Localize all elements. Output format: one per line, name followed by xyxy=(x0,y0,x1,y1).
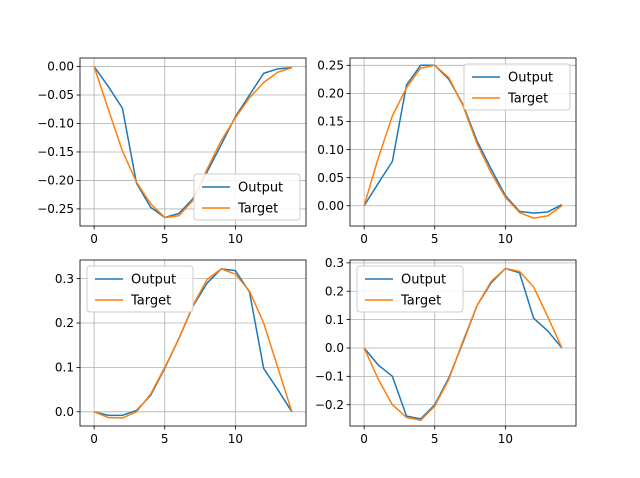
y-tick-label: −0.10 xyxy=(37,117,74,131)
y-tick-label: 0.20 xyxy=(317,87,344,101)
y-tick-label: 0.0 xyxy=(325,341,344,355)
x-tick-label: 10 xyxy=(228,232,243,246)
legend: Output Target xyxy=(356,265,464,313)
y-tick-label: 0.0 xyxy=(55,405,74,419)
y-tick-label: 0.3 xyxy=(55,272,74,286)
x-tick-label: 0 xyxy=(360,432,368,446)
legend: Output Target xyxy=(86,265,194,313)
x-tick-label: 10 xyxy=(228,432,243,446)
y-tick-label: 0.2 xyxy=(55,316,74,330)
series-line-target xyxy=(363,64,563,219)
subplot-top-left: 0 5 10 0.00 −0.05 −0.10 −0.15 −0.20 −0.25 Output T… xyxy=(37,57,307,246)
legend: Output Target xyxy=(193,173,301,221)
subplot-top-right: 0 5 10 0.00 0.05 0.10 0.15 0.20 0.25 Output Target xyxy=(317,57,577,246)
y-tick-label: 0.1 xyxy=(325,313,344,327)
y-tick-label: 0.2 xyxy=(325,284,344,298)
x-tick-label: 0 xyxy=(360,232,368,246)
y-tick-label: −0.2 xyxy=(315,398,344,412)
x-tick-label: 0 xyxy=(90,232,98,246)
y-tick-label: −0.1 xyxy=(315,370,344,384)
y-tick-label: 0.05 xyxy=(317,171,344,185)
legend-label-target: Target xyxy=(237,202,278,217)
series-line-target xyxy=(363,267,563,422)
x-tick-label: 0 xyxy=(90,432,98,446)
x-tick-label: 10 xyxy=(498,232,513,246)
axes-frame xyxy=(349,259,577,427)
x-tick-label: 5 xyxy=(161,232,169,246)
y-tick-label: 0.00 xyxy=(317,199,344,213)
x-tick-label: 10 xyxy=(498,432,513,446)
axes-frame xyxy=(79,57,307,227)
y-tick-label: −0.20 xyxy=(37,174,74,188)
y-tick-label: 0.10 xyxy=(317,143,344,157)
y-tick-label: −0.05 xyxy=(37,88,74,102)
legend-label-target: Target xyxy=(400,294,441,309)
y-tick-label: 0.15 xyxy=(317,115,344,129)
legend-label-target: Target xyxy=(507,92,548,107)
y-tick-label: 0.00 xyxy=(47,60,74,74)
subplot-bottom-left: 0 5 10 0.0 0.1 0.2 0.3 Output Target xyxy=(55,259,307,446)
y-tick-label: 0.25 xyxy=(317,59,344,73)
legend-label-target: Target xyxy=(130,294,171,309)
axes-frame xyxy=(79,259,307,427)
series-line-target xyxy=(93,66,293,219)
x-tick-label: 5 xyxy=(431,432,439,446)
legend-label-output: Output xyxy=(131,273,176,288)
x-tick-label: 5 xyxy=(161,432,169,446)
legend: Output Target xyxy=(463,63,571,111)
subplot-bottom-right: 0 5 10 −0.2 −0.1 0.0 0.1 0.2 0.3 Output Target xyxy=(315,256,577,446)
axes-frame xyxy=(349,57,577,227)
legend-label-output: Output xyxy=(508,71,553,86)
y-tick-label: 0.1 xyxy=(55,361,74,375)
legend-label-output: Output xyxy=(238,181,283,196)
x-tick-label: 5 xyxy=(431,232,439,246)
legend-label-output: Output xyxy=(401,273,446,288)
y-tick-label: −0.25 xyxy=(37,202,74,216)
y-tick-label: −0.15 xyxy=(37,145,74,159)
y-tick-label: 0.3 xyxy=(325,256,344,270)
